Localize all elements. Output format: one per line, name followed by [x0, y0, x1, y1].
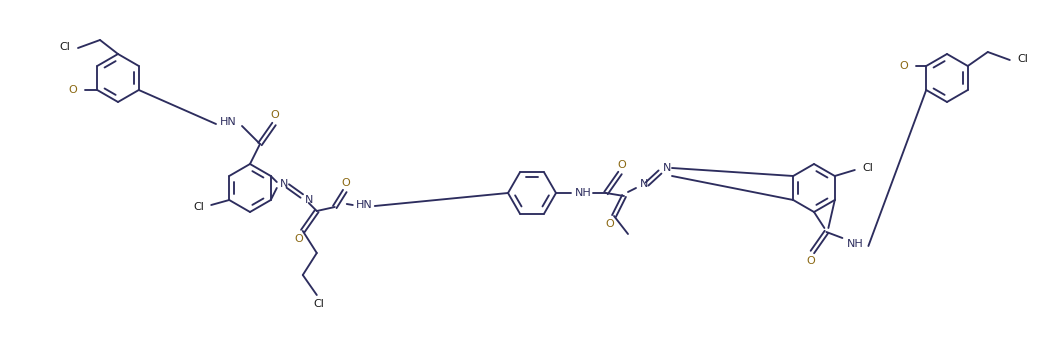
Text: HN: HN [219, 117, 236, 127]
Text: Cl: Cl [313, 299, 325, 309]
Text: O: O [342, 178, 350, 188]
Text: O: O [807, 256, 815, 266]
Text: O: O [900, 61, 909, 71]
Text: NH: NH [847, 239, 864, 249]
Text: NH: NH [575, 188, 592, 198]
Text: O: O [270, 110, 280, 120]
Text: HN: HN [355, 200, 372, 210]
Text: Cl: Cl [862, 163, 874, 173]
Text: N: N [639, 179, 648, 189]
Text: Cl: Cl [1017, 54, 1028, 64]
Text: N: N [663, 163, 671, 173]
Text: Cl: Cl [194, 202, 204, 212]
Text: O: O [617, 160, 627, 170]
Text: O: O [69, 85, 78, 95]
Text: N: N [280, 179, 288, 189]
Text: O: O [605, 219, 614, 229]
Text: Cl: Cl [60, 42, 70, 52]
Text: N: N [304, 195, 313, 205]
Text: O: O [295, 234, 303, 244]
